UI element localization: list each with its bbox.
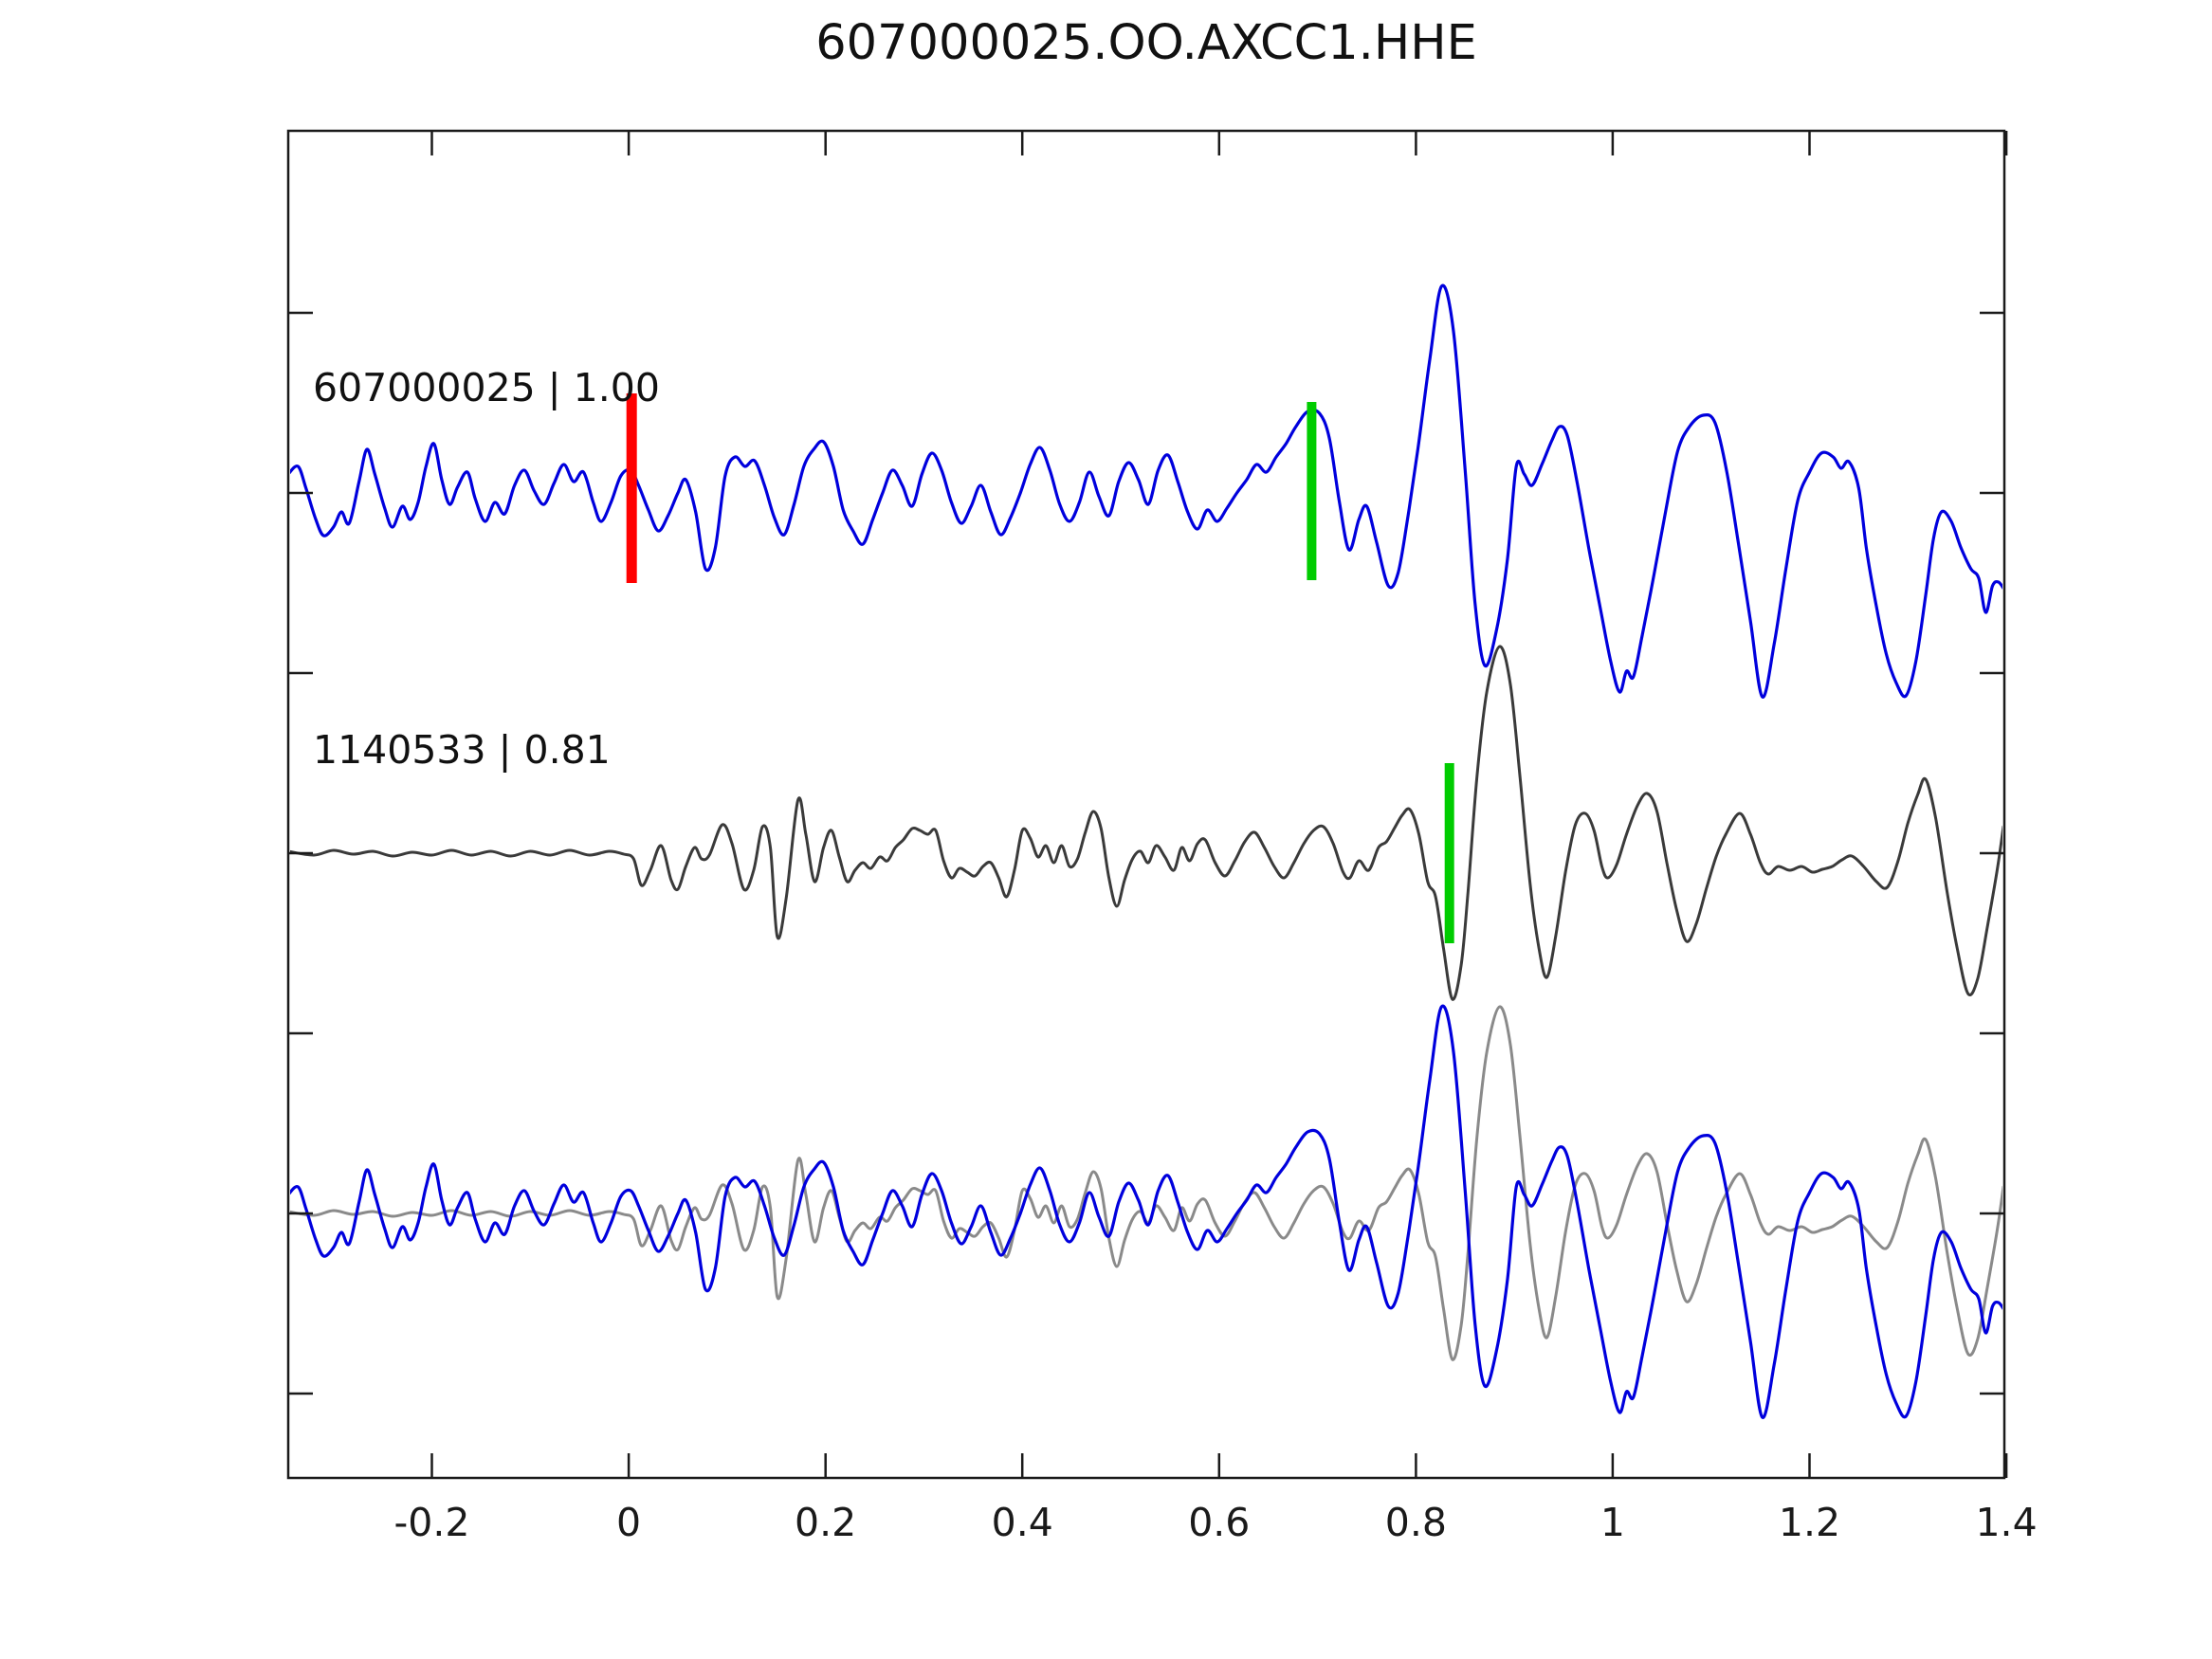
series-detection-607000025: [290, 283, 2002, 699]
series-overlay-template-1140533: [290, 1005, 2002, 1361]
series-overlay-detection: [290, 1004, 2002, 1419]
x-tick-label: 0.6: [1188, 1500, 1251, 1545]
chart-title: 607000025.OO.AXCC1.HHE: [815, 15, 1477, 71]
plot-border: [286, 129, 2006, 1480]
x-tick-label: 1: [1600, 1500, 1625, 1545]
x-tick-label: 0: [616, 1500, 642, 1545]
x-tick-label: 1.2: [1778, 1500, 1841, 1545]
x-tick-label: -0.2: [393, 1500, 470, 1545]
x-tick-label: 0.2: [795, 1500, 857, 1545]
trace-label-template: 1140533 | 0.81: [313, 727, 611, 773]
x-tick-label: 0.8: [1384, 1500, 1447, 1545]
axis-ticks: [288, 131, 2008, 1478]
x-tick-label: 1.4: [1975, 1500, 2038, 1545]
trace-label-detection: 607000025 | 1.00: [313, 365, 660, 410]
series-template-1140533: [290, 645, 2002, 1001]
x-tick-label: 0.4: [991, 1500, 1053, 1545]
